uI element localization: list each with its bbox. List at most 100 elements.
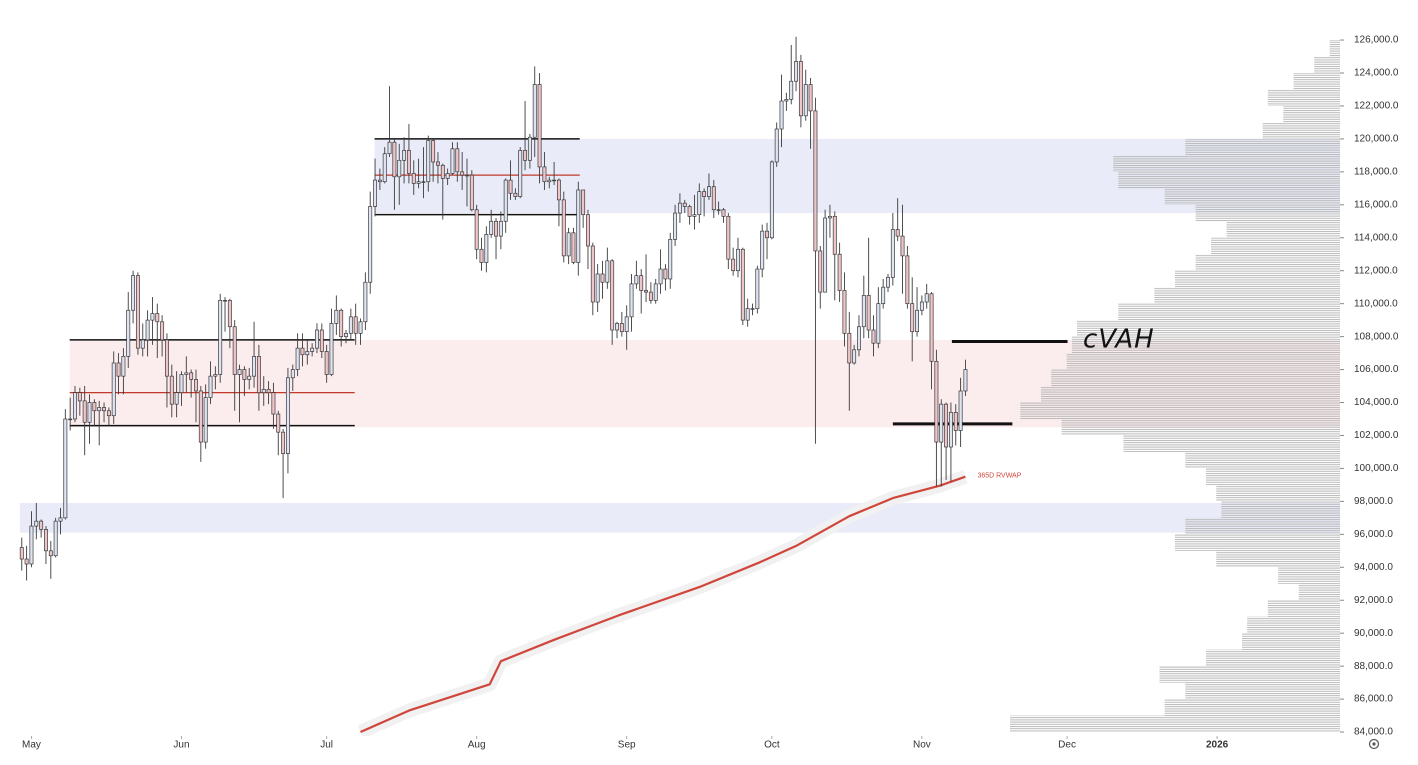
candle-body — [261, 388, 266, 393]
y-tick-label: 94,000.0 — [1354, 562, 1393, 573]
profile-bar — [1040, 386, 1340, 403]
profile-bar — [1154, 287, 1340, 304]
candle-body — [755, 268, 760, 309]
settings-icon-dot — [1372, 742, 1376, 746]
candle-body — [232, 326, 237, 375]
candle-body — [890, 229, 895, 278]
candle-body — [765, 230, 769, 239]
candle-body — [377, 179, 382, 183]
candle-body — [126, 309, 131, 357]
zone — [19, 503, 1341, 533]
candle-body — [237, 369, 242, 375]
candle-body — [310, 347, 315, 352]
candle-body — [305, 351, 310, 356]
profile-bar — [1077, 320, 1340, 337]
candle-body — [29, 525, 34, 565]
profile-bar — [1298, 583, 1340, 601]
candle-body — [513, 192, 518, 197]
candle-body — [48, 550, 53, 557]
candle-body — [489, 220, 494, 235]
candle-body — [948, 412, 953, 448]
candle-body — [266, 388, 271, 393]
candle-body — [256, 356, 261, 393]
candle-body — [358, 321, 363, 334]
profile-bar — [1195, 254, 1340, 271]
y-tick-label: 84,000.0 — [1354, 727, 1393, 738]
candle-body — [63, 418, 68, 519]
profile-bar — [1221, 501, 1340, 518]
candle-body — [900, 235, 905, 257]
candle-body — [760, 230, 765, 270]
candle-body — [639, 275, 644, 291]
candle-body — [721, 209, 726, 217]
candle-body — [460, 171, 465, 176]
candle-body — [803, 84, 808, 117]
candle-body — [823, 217, 828, 293]
candle-body — [315, 329, 319, 349]
candle-body — [426, 140, 431, 183]
candle-body — [68, 418, 73, 421]
y-tick-label: 126,000.0 — [1354, 35, 1399, 46]
rvwap-line — [360, 475, 966, 734]
profile-bar — [1185, 517, 1340, 535]
candle-body — [498, 220, 503, 237]
candle-body — [939, 403, 944, 443]
candle-body — [131, 275, 136, 311]
candle-body — [218, 300, 223, 375]
candle-body — [929, 293, 934, 362]
candle-body — [847, 332, 852, 364]
candle-body — [711, 186, 716, 211]
y-tick-label: 112,000.0 — [1354, 265, 1398, 276]
candle-body — [150, 313, 155, 321]
profile-bar — [1071, 336, 1340, 354]
profile-bar — [1283, 105, 1340, 123]
candle-body — [73, 392, 77, 420]
profile-bar — [1020, 402, 1340, 419]
candle-body — [194, 379, 198, 392]
x-tick-label: Jul — [320, 740, 333, 751]
candle-body — [924, 293, 929, 303]
candle-body — [373, 179, 377, 207]
candle-body — [290, 369, 295, 379]
profile-bar — [1118, 171, 1340, 189]
candle-body — [19, 547, 24, 560]
candle-body — [324, 351, 329, 375]
candle-body — [508, 179, 513, 194]
candle-body — [319, 329, 324, 352]
x-tick-label: Aug — [468, 740, 486, 751]
candle-body — [716, 209, 721, 211]
candle-body — [963, 369, 968, 392]
candle-body — [731, 258, 736, 272]
profile-bar — [1262, 122, 1340, 139]
profile-bar — [1113, 155, 1340, 172]
candle-body — [857, 326, 861, 351]
candle-body — [629, 283, 634, 318]
candle-body — [387, 141, 392, 155]
candle-body — [687, 206, 692, 217]
candle-body — [34, 520, 39, 527]
candle-body — [837, 253, 842, 291]
profile-bar — [1211, 237, 1340, 255]
candle-body — [174, 392, 179, 405]
candle-body — [436, 161, 440, 166]
candle-body — [542, 166, 547, 183]
candle-body — [285, 377, 290, 454]
candle-body — [842, 290, 847, 334]
y-tick-label: 118,000.0 — [1354, 166, 1398, 177]
candles — [19, 36, 968, 581]
candle-body — [116, 362, 121, 377]
settings-icon[interactable] — [1368, 738, 1380, 750]
candle-body — [910, 303, 915, 333]
candle-body — [145, 319, 150, 341]
candle-body — [431, 140, 436, 163]
y-tick-label: 120,000.0 — [1354, 134, 1399, 145]
y-tick-label: 92,000.0 — [1354, 595, 1393, 606]
candle-body — [271, 392, 276, 415]
candle-body — [189, 372, 194, 380]
candle-body — [832, 215, 837, 255]
candle-body — [77, 392, 82, 402]
profile-bar — [1216, 550, 1340, 568]
candle-body — [155, 313, 160, 323]
candle-body — [87, 402, 92, 423]
candle-body — [469, 174, 474, 211]
